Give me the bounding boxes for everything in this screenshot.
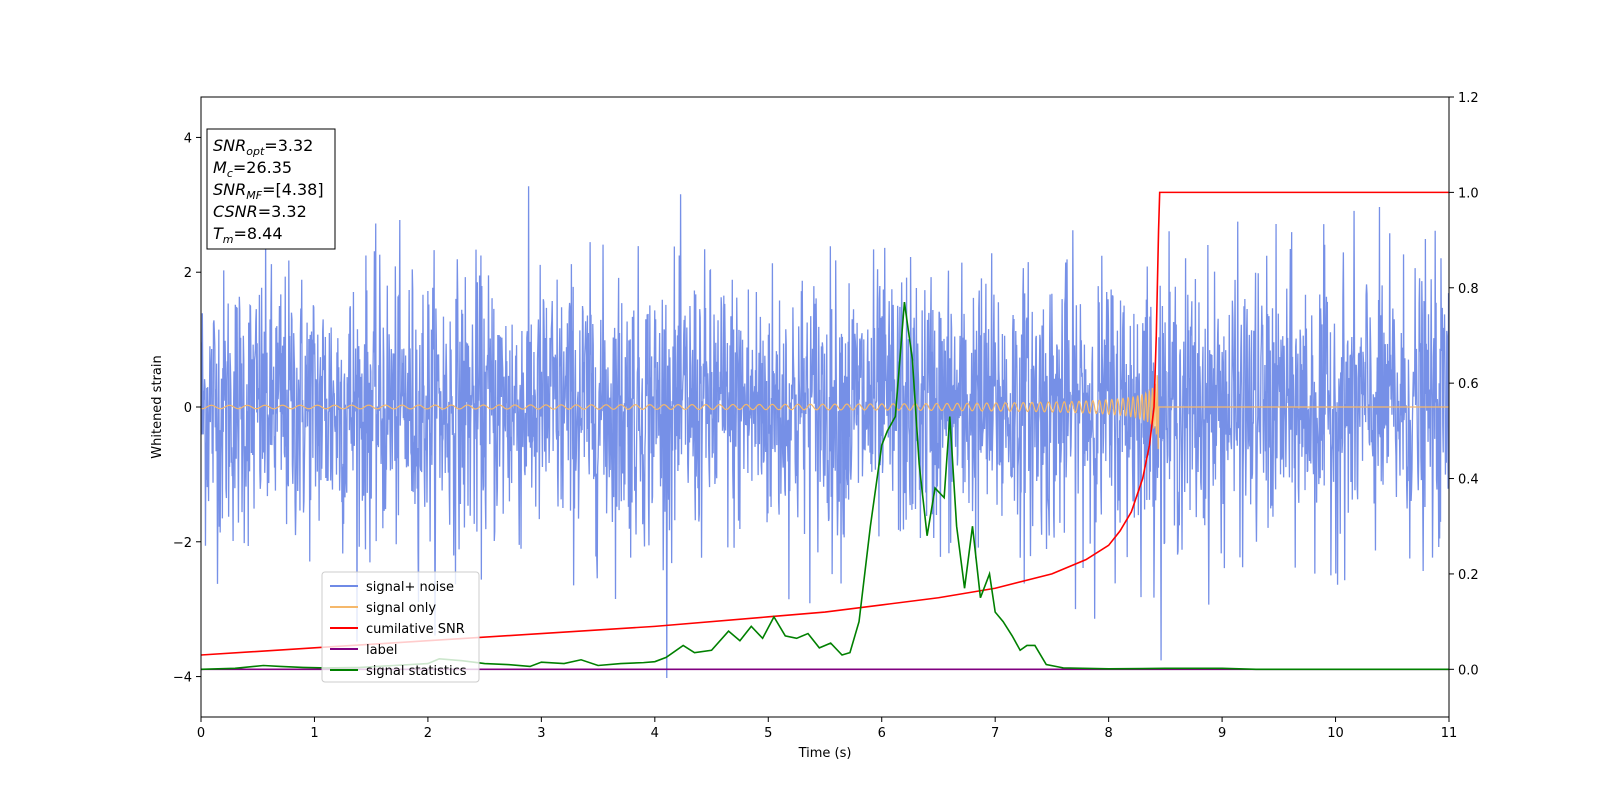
annotation-symbol: CSNR [213, 202, 258, 221]
x-axis-label: Time (s) [798, 746, 852, 761]
series-line-signal-statistics [201, 301, 1449, 671]
annotation-subscript: MF [246, 189, 262, 202]
x-tick-label: 5 [764, 726, 772, 741]
legend-label: signal+ noise [366, 580, 454, 595]
legend-frame [321, 571, 480, 683]
legend-label: signal only [366, 601, 436, 616]
annotation-line: SNRopt=3.32 [213, 136, 313, 158]
x-tick-label: 1 [310, 726, 318, 741]
x-tick-label: 2 [424, 726, 432, 741]
annotation-subscript: opt [246, 145, 265, 158]
annotation-value: =3.32 [258, 202, 307, 221]
axes-layer: 0 1 2 3 4 5 6 7 8 9 10 11 4 2 0 −2 −4 1.2 1.0 0.8 0.6 0.4 0.2 0… [173, 91, 1479, 741]
y-right-tick-label: 0.4 [1458, 473, 1479, 488]
x-tick-label: 10 [1327, 726, 1344, 741]
y-left-tick-label: −4 [173, 671, 192, 686]
series-line-signal-noise [201, 186, 1449, 679]
series-line-cumilative-snr [201, 191, 1449, 656]
x-tick-label: 9 [1218, 726, 1226, 741]
y-left-tick-label: −2 [173, 536, 192, 551]
annotation-subscript: m [223, 233, 234, 246]
y-right-tick-label: 0.8 [1458, 282, 1479, 297]
y-left-tick-label: 2 [184, 266, 192, 281]
x-tick-label: 7 [991, 726, 999, 741]
y-right-tick-label: 0.0 [1458, 663, 1479, 678]
annotation-line: Tm=8.44 [213, 224, 283, 246]
legend-label: signal statistics [366, 664, 467, 679]
annotation-subscript: c [227, 167, 233, 180]
annotation-symbol: SNR [213, 136, 246, 155]
series-line-signal-only [201, 375, 1449, 450]
y-right-tick-label: 0.2 [1458, 568, 1479, 583]
y-left-tick-label: 4 [184, 131, 192, 146]
annotation-symbol: SNR [213, 180, 246, 199]
y-right-tick-label: 1.2 [1458, 91, 1479, 106]
x-tick-label: 11 [1441, 726, 1458, 741]
x-tick-label: 4 [651, 726, 659, 741]
x-tick-label: 0 [197, 726, 205, 741]
annotation-value: =3.32 [264, 136, 313, 155]
legend-label: label [366, 643, 397, 658]
annotation-symbol: T [213, 224, 224, 243]
y-right-tick-label: 0.6 [1458, 377, 1479, 392]
stats-annotation-box: SNRopt=3.32Mc=26.35SNRMF=[4.38]CSNR=3.32… [206, 128, 336, 250]
annotation-value: =26.35 [233, 158, 292, 177]
y-right-tick-label: 1.0 [1458, 186, 1479, 201]
y-axis-label: Whitened strain [150, 355, 165, 458]
x-tick-label: 8 [1104, 726, 1112, 741]
annotation-frame [206, 128, 336, 250]
x-tick-label: 3 [537, 726, 545, 741]
legend-label: cumilative SNR [366, 622, 465, 637]
y-left-tick-label: 0 [184, 401, 192, 416]
annotation-line: SNRMF=[4.38] [213, 180, 324, 202]
annotation-line: Mc=26.35 [213, 158, 292, 180]
annotation-value: =[4.38] [262, 180, 324, 199]
x-tick-label: 6 [878, 726, 886, 741]
legend: signal+ noise signal only cumilative SNR la… [321, 571, 480, 683]
annotation-value: =8.44 [234, 224, 283, 243]
annotation-symbol: M [213, 158, 227, 177]
annotation-line: CSNR=3.32 [213, 202, 307, 221]
